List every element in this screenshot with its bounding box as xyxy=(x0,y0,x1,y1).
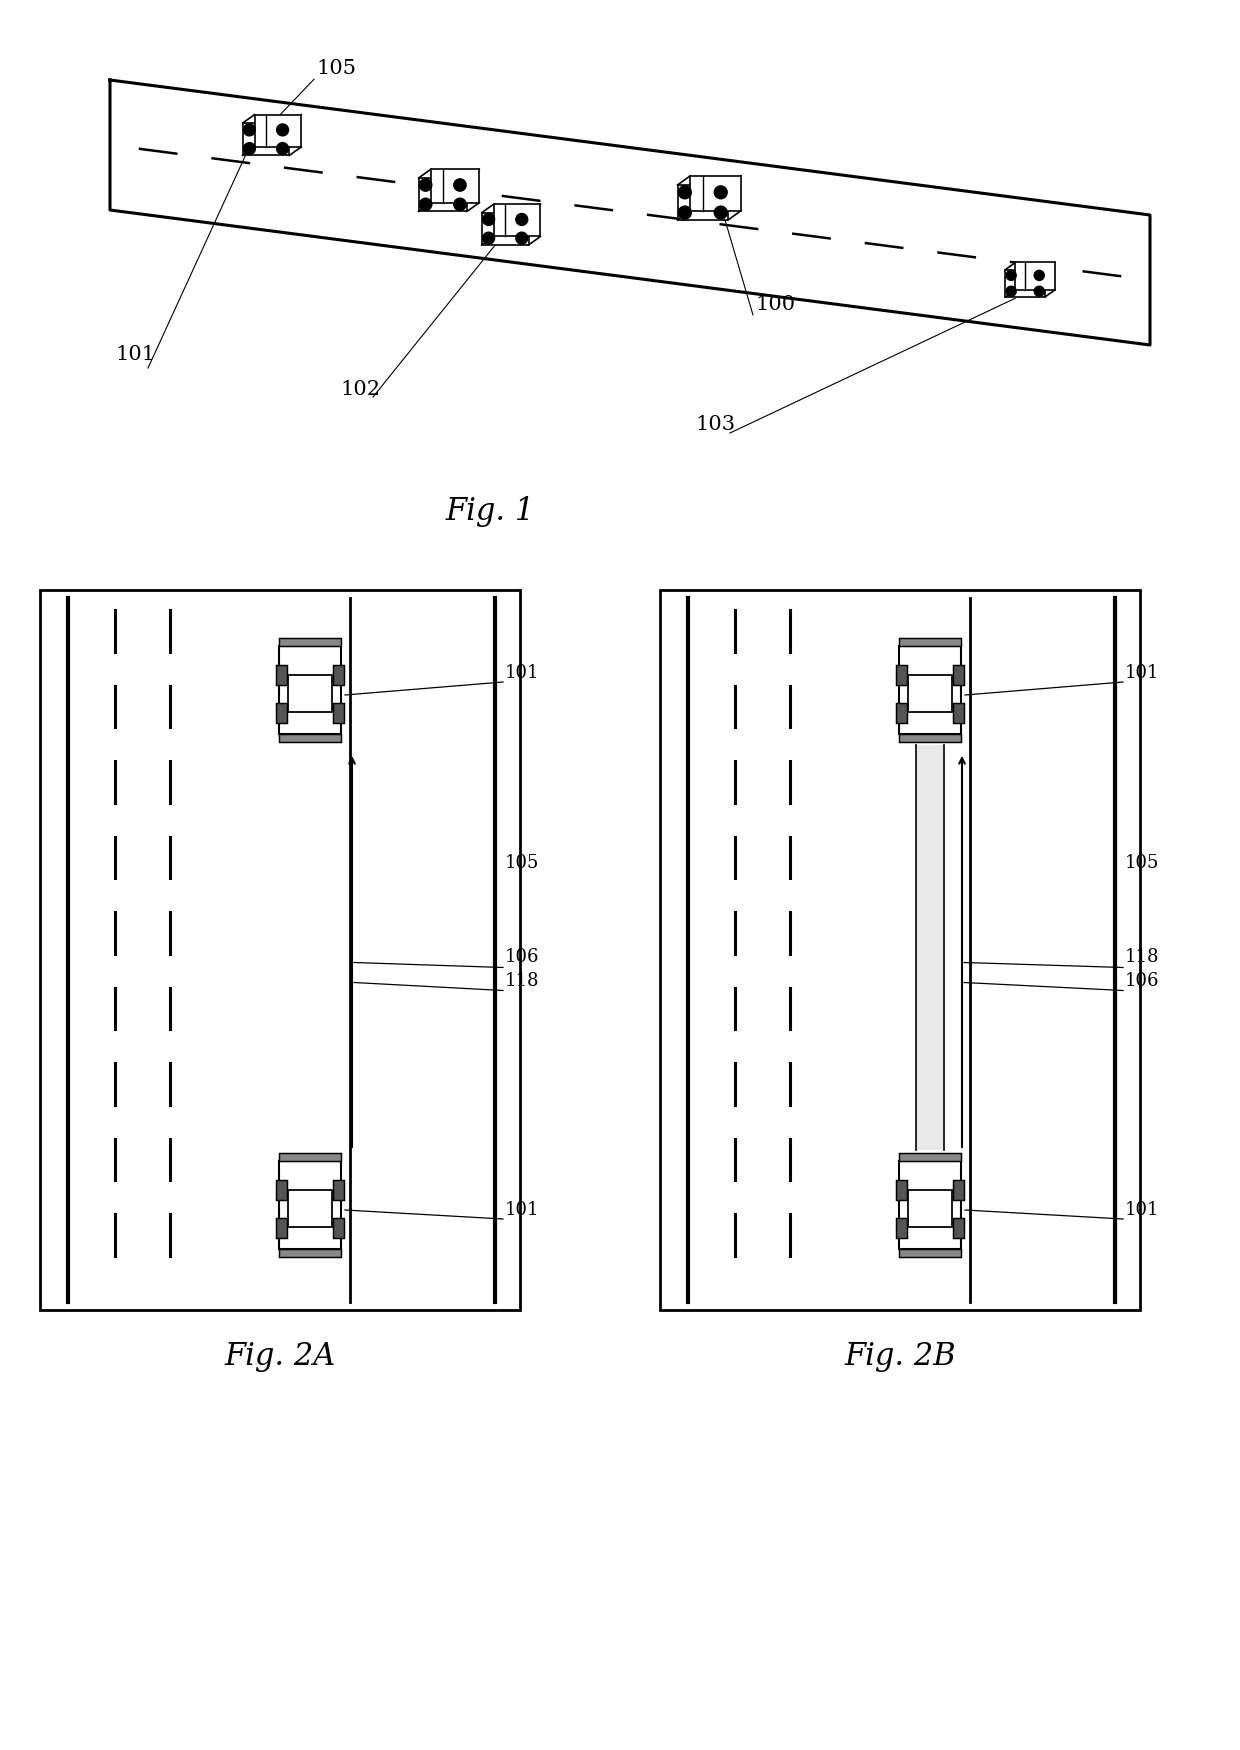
Bar xyxy=(275,665,286,684)
Text: Fig. 2A: Fig. 2A xyxy=(224,1340,336,1372)
Text: 118: 118 xyxy=(505,971,539,989)
Polygon shape xyxy=(419,178,467,212)
Text: 101: 101 xyxy=(1125,1200,1159,1220)
Bar xyxy=(899,733,961,742)
Circle shape xyxy=(482,233,495,243)
Circle shape xyxy=(454,198,466,210)
Text: 105: 105 xyxy=(505,854,539,872)
Text: 101: 101 xyxy=(1125,663,1159,682)
Bar xyxy=(334,665,345,684)
Text: 101: 101 xyxy=(505,1200,539,1220)
Circle shape xyxy=(678,186,692,200)
Bar xyxy=(275,704,286,723)
Circle shape xyxy=(243,124,255,136)
Circle shape xyxy=(1034,287,1044,296)
Bar xyxy=(895,665,906,684)
Bar xyxy=(279,1160,341,1250)
Bar xyxy=(908,676,952,712)
Text: 102: 102 xyxy=(340,380,379,399)
Circle shape xyxy=(1034,270,1044,280)
Text: Fig. 2B: Fig. 2B xyxy=(844,1340,956,1372)
Polygon shape xyxy=(432,170,480,203)
Circle shape xyxy=(277,144,289,154)
Bar xyxy=(279,646,341,733)
Bar xyxy=(275,1180,286,1200)
Bar xyxy=(288,676,332,712)
Text: 105: 105 xyxy=(1125,854,1159,872)
Text: 101: 101 xyxy=(505,663,539,682)
Bar xyxy=(954,665,965,684)
Circle shape xyxy=(482,214,495,226)
Polygon shape xyxy=(243,123,289,156)
Text: 105: 105 xyxy=(316,60,356,79)
Bar xyxy=(954,704,965,723)
Bar xyxy=(660,590,1140,1311)
Circle shape xyxy=(419,178,432,191)
Bar xyxy=(334,1180,345,1200)
Bar xyxy=(334,1218,345,1237)
Bar xyxy=(279,1153,341,1160)
Circle shape xyxy=(454,178,466,191)
Bar xyxy=(899,1250,961,1256)
Text: 100: 100 xyxy=(755,296,795,313)
Text: 101: 101 xyxy=(115,345,155,364)
Circle shape xyxy=(1006,287,1017,296)
Bar xyxy=(899,646,961,733)
Circle shape xyxy=(277,124,289,136)
Polygon shape xyxy=(1016,262,1055,290)
Text: 106: 106 xyxy=(505,949,539,966)
Bar xyxy=(40,590,520,1311)
Polygon shape xyxy=(482,214,528,245)
Bar xyxy=(899,1160,961,1250)
Polygon shape xyxy=(254,114,301,147)
Bar xyxy=(954,1180,965,1200)
Bar xyxy=(908,1190,952,1227)
Polygon shape xyxy=(1006,270,1045,298)
Text: 118: 118 xyxy=(1125,949,1159,966)
Bar xyxy=(895,704,906,723)
Text: Fig. 1: Fig. 1 xyxy=(445,495,534,527)
Bar xyxy=(275,1218,286,1237)
Text: 103: 103 xyxy=(694,415,735,434)
Bar xyxy=(288,1190,332,1227)
Bar xyxy=(334,704,345,723)
Circle shape xyxy=(419,198,432,210)
Circle shape xyxy=(243,144,255,154)
Bar xyxy=(279,1250,341,1256)
Bar xyxy=(895,1180,906,1200)
Bar xyxy=(954,1218,965,1237)
Polygon shape xyxy=(677,186,728,220)
Circle shape xyxy=(516,233,528,243)
Bar xyxy=(279,639,341,646)
Bar xyxy=(899,1153,961,1160)
Bar xyxy=(895,1218,906,1237)
Bar xyxy=(279,733,341,742)
Circle shape xyxy=(678,206,692,219)
Circle shape xyxy=(516,214,528,226)
Circle shape xyxy=(714,186,727,200)
Polygon shape xyxy=(494,205,541,236)
Circle shape xyxy=(1006,270,1017,280)
Circle shape xyxy=(714,206,727,219)
Polygon shape xyxy=(691,175,742,210)
Bar xyxy=(899,639,961,646)
Bar xyxy=(916,746,944,1150)
Text: 106: 106 xyxy=(1125,971,1159,989)
